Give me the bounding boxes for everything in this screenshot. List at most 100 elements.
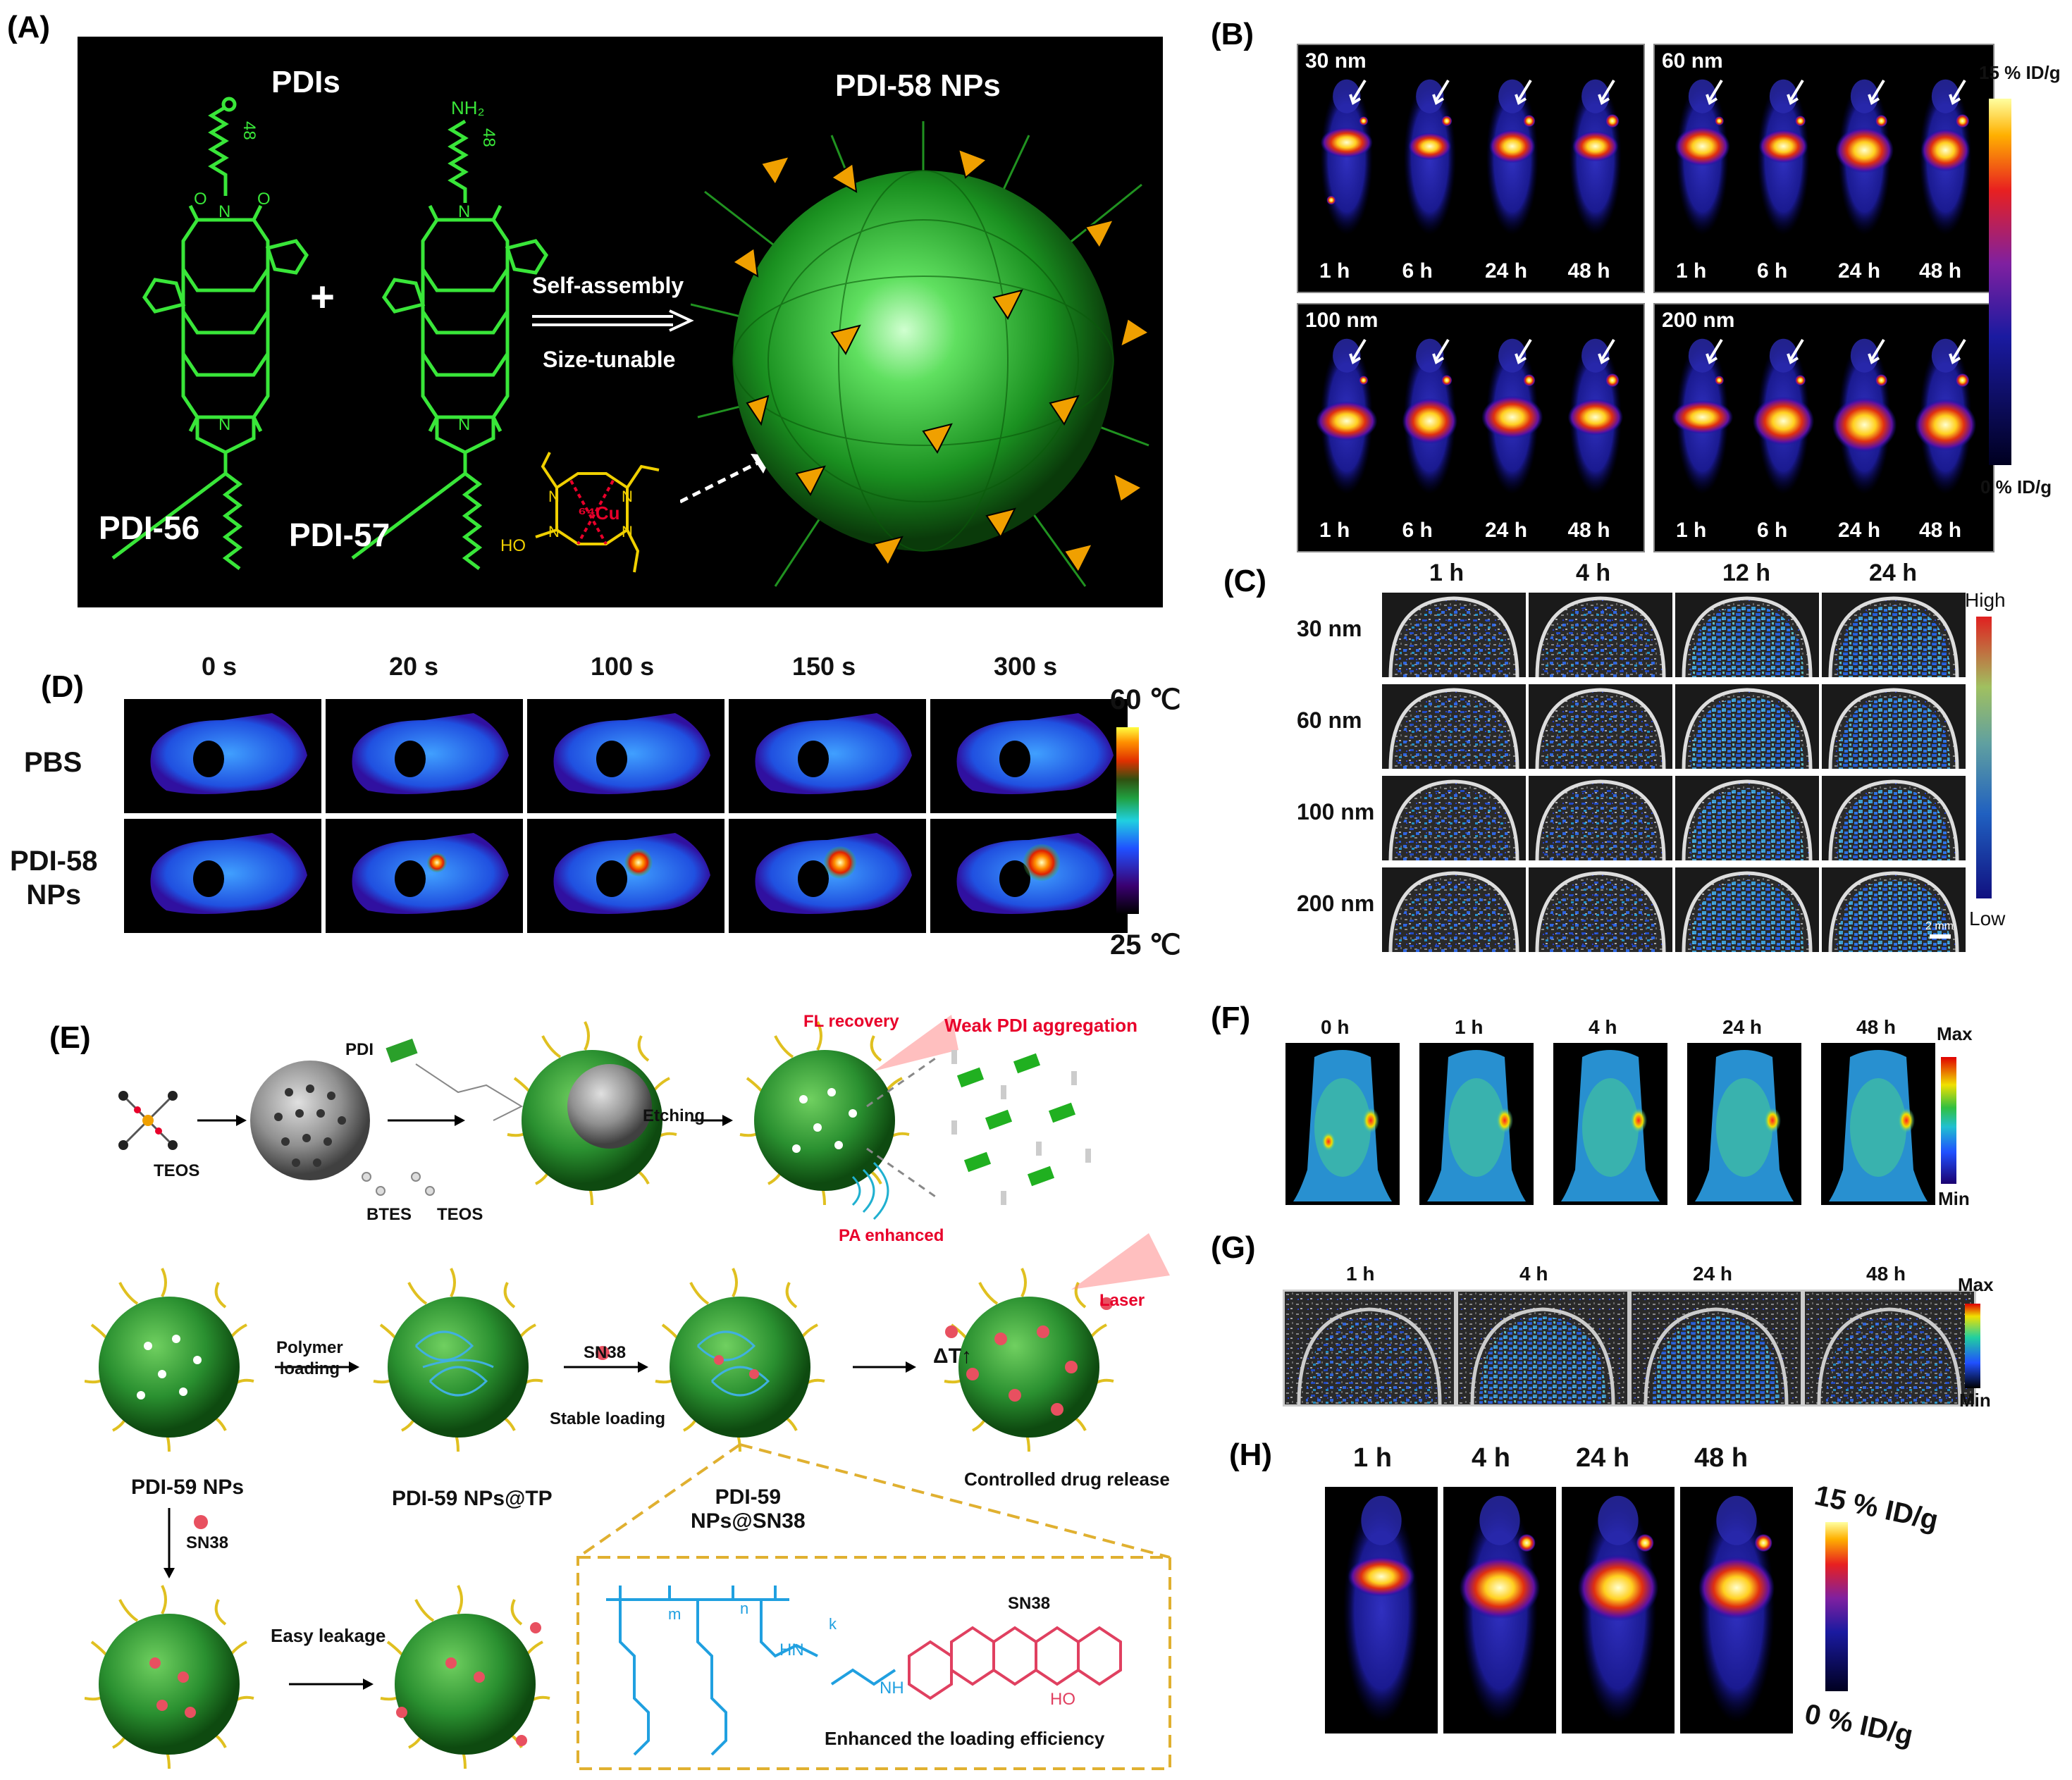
- self-assembly-label: Self-assembly: [532, 273, 684, 298]
- panel-g-max: Max: [1958, 1274, 1994, 1295]
- pet-mouse: [1388, 333, 1472, 502]
- panel-d-tmin: 25 ℃: [1110, 929, 1181, 960]
- panel-label-c: (C): [1223, 564, 1267, 598]
- us-cell: [1380, 865, 1528, 954]
- thermal-cell: [729, 699, 926, 813]
- pet-h-cell: [1443, 1487, 1556, 1733]
- pet-mouse: [1662, 73, 1743, 242]
- e-polymer-line1: Polymer: [276, 1338, 343, 1357]
- e-m: m: [668, 1605, 682, 1623]
- thermal-cell: [326, 699, 523, 813]
- panel-f-max: Max: [1937, 1023, 1973, 1044]
- e-btes: BTES: [366, 1205, 412, 1224]
- us-cell: [1380, 682, 1528, 771]
- e-teos: TEOS: [154, 1161, 200, 1180]
- us-cell: [1820, 591, 1968, 679]
- pet-mouse: [1662, 333, 1743, 502]
- tumor-arrow-icon: [1515, 79, 1532, 105]
- pet-time-label: 1 h: [1676, 519, 1707, 542]
- hairy-nanoparticle-1: [507, 1021, 677, 1206]
- pet-h-cell: [1325, 1487, 1438, 1733]
- e-sn38-structure-label: SN38: [1008, 1594, 1051, 1613]
- us-time-label: 4 h: [1576, 560, 1611, 586]
- pet-mouse: [1743, 73, 1824, 242]
- e-polymer-loading: Polymer loading: [276, 1337, 343, 1380]
- thermal-time-label: 0 s: [202, 652, 238, 681]
- thermal-cell: [124, 699, 321, 813]
- e-stable-loading: Stable loading: [550, 1409, 666, 1428]
- tumor-arrow-icon: [1706, 79, 1723, 105]
- pa-cell: [1629, 1290, 1803, 1407]
- tumor-arrow-icon: [1787, 79, 1804, 105]
- thermal-row-nps: PDI-58 NPs: [10, 846, 98, 910]
- pet-time-label: 1 h: [1319, 259, 1350, 283]
- pet-h-time-label: 1 h: [1353, 1443, 1392, 1473]
- us-cell: [1527, 774, 1675, 863]
- tumor-arrow-icon: [1597, 79, 1615, 105]
- us-cell: [1820, 682, 1968, 771]
- svg-text:N: N: [218, 202, 230, 221]
- thermal-cell: [729, 819, 926, 933]
- pdi-56-structure: O O N N 48: [111, 97, 309, 570]
- thermal-time-label: 20 s: [389, 652, 439, 681]
- pdi-58-nanoparticle: [691, 121, 1150, 587]
- e-fl-recovery: FL recovery: [803, 1012, 899, 1031]
- e-etching: Etching: [643, 1106, 705, 1125]
- us-cell: [1820, 865, 1968, 954]
- us-cell: [1527, 682, 1675, 771]
- pet-time-label: 6 h: [1402, 259, 1433, 283]
- tumor-arrow-icon: [1515, 338, 1532, 364]
- fl-mouse-cell: [1419, 1043, 1534, 1205]
- fl-time-label: 24 h: [1722, 1016, 1763, 1038]
- nps-title: PDI-58 NPs: [835, 68, 1001, 103]
- pet-mouse: [1743, 333, 1824, 502]
- svg-text:O: O: [194, 190, 207, 209]
- panel-c-low: Low: [1969, 908, 2006, 929]
- svg-text:N: N: [548, 488, 560, 505]
- pa-cell: [1456, 1290, 1629, 1407]
- thermal-cell: [527, 699, 724, 813]
- pet-block-2: 60 nm 1 h 6 h 24 h 48 h: [1653, 44, 1994, 293]
- tumor-arrow-icon: [1868, 338, 1885, 364]
- svg-text:N: N: [218, 415, 230, 434]
- thermal-cell: [527, 819, 724, 933]
- pet-time-label: 24 h: [1838, 519, 1881, 542]
- fl-time-label: 48 h: [1856, 1016, 1897, 1038]
- us-cell: [1820, 774, 1968, 863]
- fl-mouse-cell: [1821, 1043, 1935, 1205]
- e-pdi: PDI: [345, 1040, 374, 1059]
- pet-mouse: [1824, 333, 1905, 502]
- peg-n-56: 48: [240, 121, 259, 140]
- pet-mouse: [1824, 73, 1905, 242]
- pet-time-label: 1 h: [1676, 259, 1707, 283]
- pa-cell: [1803, 1290, 1976, 1407]
- us-size-label: 200 nm: [1297, 891, 1375, 916]
- e-nh-plus: NH: [880, 1679, 904, 1698]
- us-scale-bar-line: [1930, 934, 1951, 939]
- e-teos-2: TEOS: [437, 1205, 483, 1224]
- svg-text:N: N: [622, 523, 633, 540]
- pet-time-label: 6 h: [1402, 519, 1433, 542]
- e-laser: Laser: [1099, 1291, 1145, 1310]
- pdis-title: PDIs: [271, 65, 340, 99]
- us-size-label: 100 nm: [1297, 799, 1375, 824]
- e-hn: HN: [779, 1640, 804, 1660]
- tumor-arrow-icon: [1868, 79, 1885, 105]
- thermal-cell: [930, 819, 1128, 933]
- pdi-57-structure: NH₂ 48 N N: [351, 97, 549, 570]
- e-polymer-line2: loading: [279, 1359, 340, 1378]
- pet-mouse: [1305, 73, 1388, 242]
- tumor-arrow-icon: [1431, 79, 1450, 105]
- pa-time-label: 1 h: [1346, 1263, 1375, 1285]
- panel-g-colorbar: [1965, 1304, 1980, 1388]
- panel-b-scale-min: 0 % ID/g: [1980, 476, 2052, 497]
- pet-size-label: 200 nm: [1662, 309, 1735, 332]
- us-cell: [1380, 591, 1528, 679]
- us-cell: [1527, 865, 1675, 954]
- us-time-label: 12 h: [1722, 560, 1771, 586]
- us-cell: [1673, 682, 1821, 771]
- e-k: k: [829, 1615, 837, 1633]
- pet-time-label: 24 h: [1838, 259, 1881, 283]
- pet-mouse: [1471, 73, 1554, 242]
- peg-n-57: 48: [479, 128, 498, 147]
